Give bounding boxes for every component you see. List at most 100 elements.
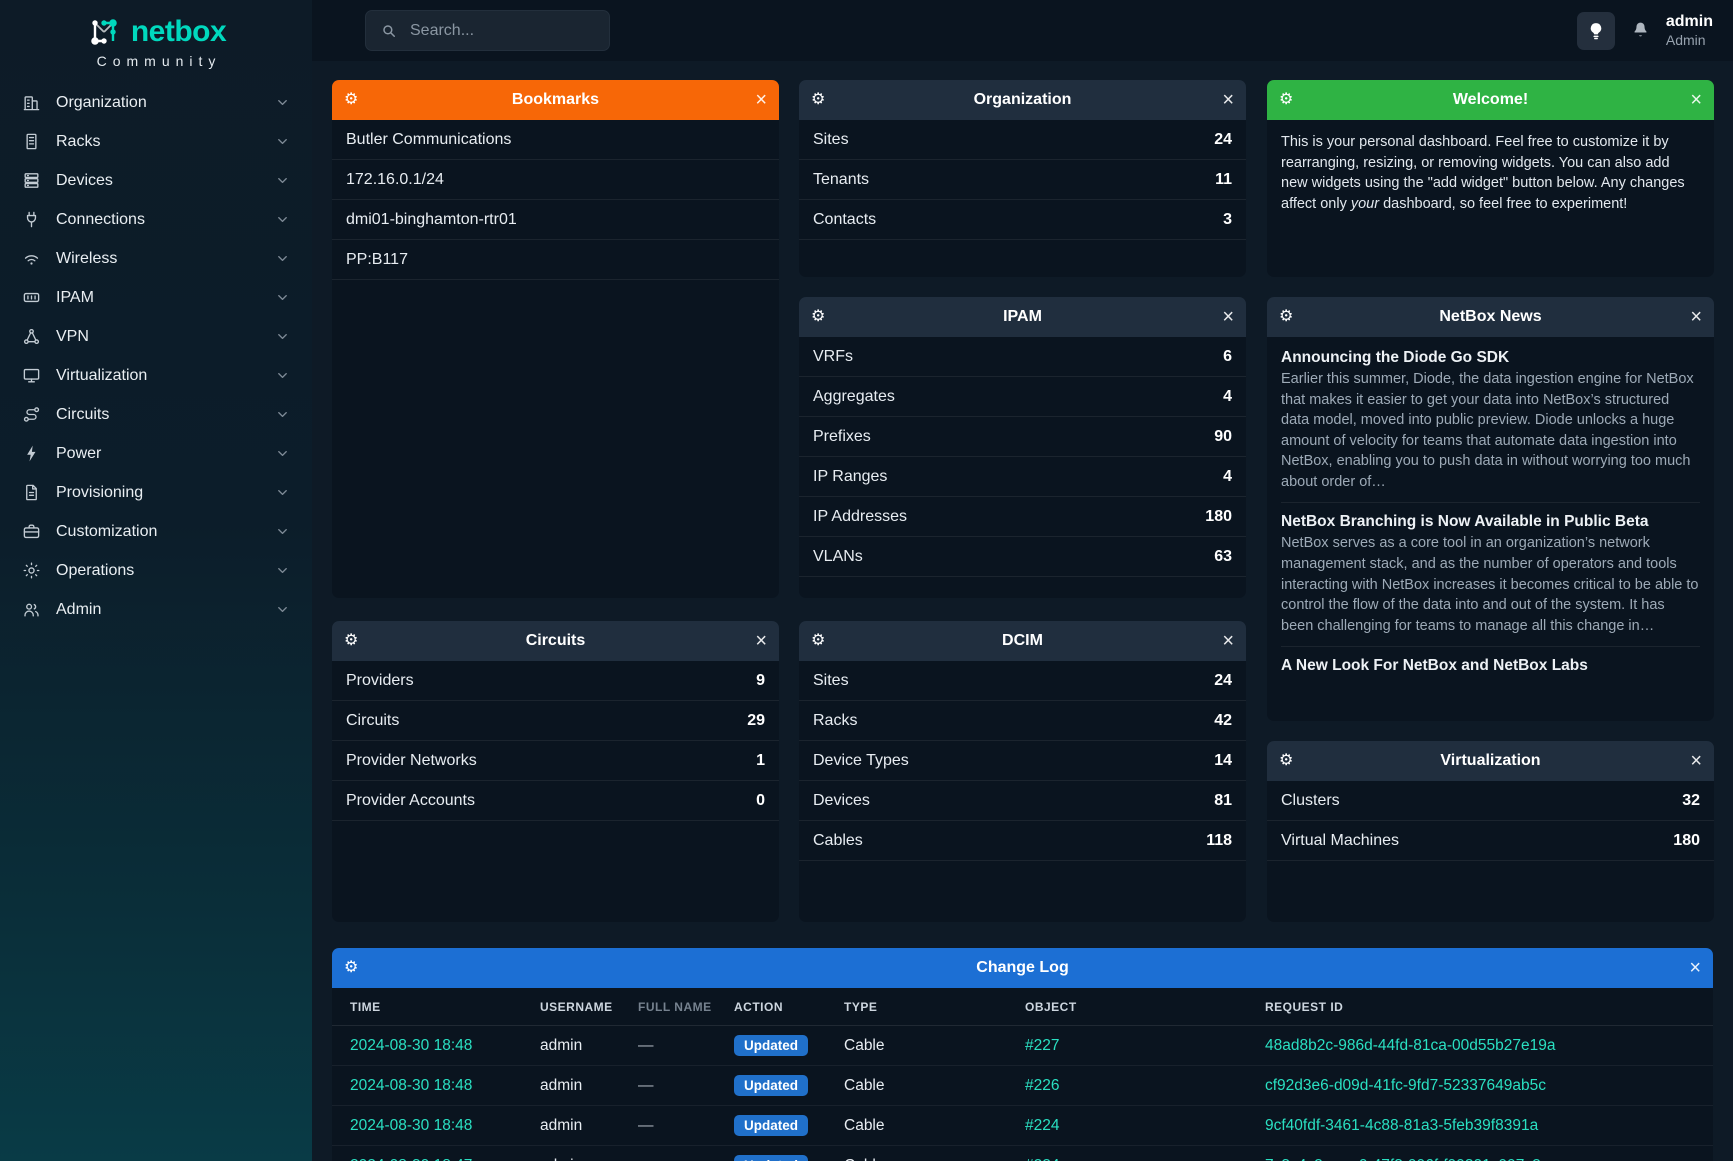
stat-row[interactable]: VLANs 63	[799, 537, 1246, 577]
chevron-down-icon	[278, 295, 287, 300]
news-item[interactable]: A New Look For NetBox and NetBox Labs	[1281, 647, 1700, 687]
brand-subtitle: Community	[96, 53, 222, 69]
object-link[interactable]: #224	[1025, 1116, 1060, 1134]
close-icon[interactable]: ×	[755, 89, 767, 111]
stat-row[interactable]: Devices 81	[799, 781, 1246, 821]
news-heading[interactable]: NetBox Branching is Now Available in Pub…	[1281, 513, 1649, 531]
time-link[interactable]: 2024-08-30 18:48	[350, 1076, 473, 1094]
widget-title: Circuits	[525, 632, 586, 649]
time-link[interactable]: 2024-08-30 18:48	[350, 1036, 473, 1054]
object-link[interactable]: #226	[1025, 1076, 1060, 1094]
sidebar-item-power[interactable]: Power	[0, 434, 312, 473]
user-menu[interactable]: admin Admin	[1666, 13, 1713, 47]
stat-row[interactable]: Virtual Machines 180	[1267, 821, 1714, 861]
widget-virtualization: ⚙ Virtualization × Clusters 32 Virtual Ma…	[1267, 741, 1714, 922]
stat-row[interactable]: Provider Accounts 0	[332, 781, 779, 821]
stat-row[interactable]: Contacts 3	[799, 200, 1246, 240]
theme-toggle-button[interactable]	[1576, 11, 1615, 50]
gear-icon[interactable]: ⚙	[344, 91, 359, 108]
sidebar-item-virtualization[interactable]: Virtualization	[0, 356, 312, 395]
bookmark-item[interactable]: dmi01-binghamton-rtr01	[332, 200, 779, 240]
gear-icon[interactable]: ⚙	[344, 959, 359, 976]
table-header: Time Username Full Name Action Type Obje…	[332, 988, 1713, 1026]
stat-row[interactable]: Tenants 11	[799, 160, 1246, 200]
sidebar-item-customization[interactable]: Customization	[0, 512, 312, 551]
username-cell: admin	[540, 1157, 638, 1161]
close-icon[interactable]: ×	[1222, 306, 1234, 328]
news-item[interactable]: NetBox Branching is Now Available in Pub…	[1281, 503, 1700, 648]
close-icon[interactable]: ×	[1690, 306, 1702, 328]
stat-row[interactable]: Prefixes 90	[799, 417, 1246, 457]
chevron-down-icon	[278, 373, 287, 378]
close-icon[interactable]: ×	[1222, 630, 1234, 652]
bookmark-item[interactable]: Butler Communications	[332, 120, 779, 160]
gear-icon[interactable]: ⚙	[811, 91, 826, 108]
sidebar-item-provisioning[interactable]: Provisioning	[0, 473, 312, 512]
news-item[interactable]: Announcing the Diode Go SDK Earlier this…	[1281, 339, 1700, 504]
sidebar-item-label: Virtualization	[56, 366, 148, 384]
sidebar-item-organization[interactable]: Organization	[0, 83, 312, 122]
search-input[interactable]	[410, 21, 570, 40]
gear-icon[interactable]: ⚙	[811, 308, 826, 325]
widget-title: IPAM	[1003, 308, 1042, 325]
search-box[interactable]	[365, 10, 610, 51]
sidebar-item-ipam[interactable]: IPAM	[0, 278, 312, 317]
news-excerpt: Earlier this summer, Diode, the data ing…	[1281, 371, 1694, 490]
gear-icon[interactable]: ⚙	[811, 632, 826, 649]
news-heading[interactable]: Announcing the Diode Go SDK	[1281, 349, 1510, 366]
close-icon[interactable]: ×	[1690, 89, 1702, 111]
chevron-down-icon	[278, 178, 287, 183]
stat-row[interactable]: Racks 42	[799, 701, 1246, 741]
gear-icon[interactable]: ⚙	[1279, 308, 1294, 325]
stat-row[interactable]: Cables 118	[799, 821, 1246, 861]
sidebar-item-connections[interactable]: Connections	[0, 200, 312, 239]
bookmark-item[interactable]: 172.16.0.1/24	[332, 160, 779, 200]
gear-icon[interactable]: ⚙	[344, 632, 359, 649]
stat-row[interactable]: Aggregates 4	[799, 377, 1246, 417]
stat-row[interactable]: Sites 24	[799, 120, 1246, 160]
sidebar-item-racks[interactable]: Racks	[0, 122, 312, 161]
widget-header: ⚙ Change Log ×	[332, 948, 1713, 988]
sidebar-item-wireless[interactable]: Wireless	[0, 239, 312, 278]
close-icon[interactable]: ×	[1222, 89, 1234, 111]
briefcase-icon	[23, 524, 40, 539]
sidebar-item-devices[interactable]: Devices	[0, 161, 312, 200]
news-heading[interactable]: A New Look For NetBox and NetBox Labs	[1281, 657, 1588, 675]
close-icon[interactable]: ×	[755, 630, 767, 652]
stat-row[interactable]: Device Types 14	[799, 741, 1246, 781]
sidebar-item-label: Organization	[56, 93, 147, 111]
time-link[interactable]: 2024-08-30 18:48	[350, 1116, 473, 1134]
sidebar-item-circuits[interactable]: Circuits	[0, 395, 312, 434]
stat-row[interactable]: Providers 9	[332, 661, 779, 701]
time-link[interactable]: 2024-08-30 18:47	[350, 1157, 540, 1161]
request-id-link[interactable]: 48ad8b2c-986d-44fd-81ca-00d55b27e19a	[1265, 1036, 1556, 1054]
object-link[interactable]: #224	[1025, 1157, 1265, 1161]
column-header: Action	[734, 999, 783, 1014]
stat-row[interactable]: Sites 24	[799, 661, 1246, 701]
bookmark-item[interactable]: PP:B117	[332, 240, 779, 280]
stat-row[interactable]: IP Ranges 4	[799, 457, 1246, 497]
sidebar-item-operations[interactable]: Operations	[0, 551, 312, 590]
stat-row[interactable]: Provider Networks 1	[332, 741, 779, 781]
gear-icon[interactable]: ⚙	[1279, 752, 1294, 769]
object-link[interactable]: #227	[1025, 1036, 1060, 1054]
stat-row[interactable]: Circuits 29	[332, 701, 779, 741]
request-id-link[interactable]: 9cf40fdf-3461-4c88-81a3-5feb39f8391a	[1265, 1116, 1539, 1134]
notifications-button[interactable]	[1630, 20, 1651, 41]
sidebar-item-admin[interactable]: Admin	[0, 590, 312, 629]
close-icon[interactable]: ×	[1689, 957, 1701, 979]
action-badge: Updated	[734, 1035, 808, 1056]
gear-icon[interactable]: ⚙	[1279, 91, 1294, 108]
request-id-link[interactable]: cf92d3e6-d09d-41fc-9fd7-52337649ab5c	[1265, 1076, 1546, 1094]
stat-row[interactable]: IP Addresses 180	[799, 497, 1246, 537]
brand[interactable]: netbox Community	[0, 0, 312, 69]
sidebar-item-label: Devices	[56, 171, 113, 189]
stat-row[interactable]: Clusters 32	[1267, 781, 1714, 821]
route-icon	[23, 407, 40, 422]
request-id-link[interactable]: 7c3c4c2c-ccc0-47f3-996f-f99301c997c2	[1265, 1157, 1695, 1161]
stat-row[interactable]: VRFs 6	[799, 337, 1246, 377]
type-cell: Cable	[844, 1076, 885, 1094]
close-icon[interactable]: ×	[1690, 750, 1702, 772]
username-cell: admin	[540, 1076, 583, 1094]
sidebar-item-vpn[interactable]: VPN	[0, 317, 312, 356]
